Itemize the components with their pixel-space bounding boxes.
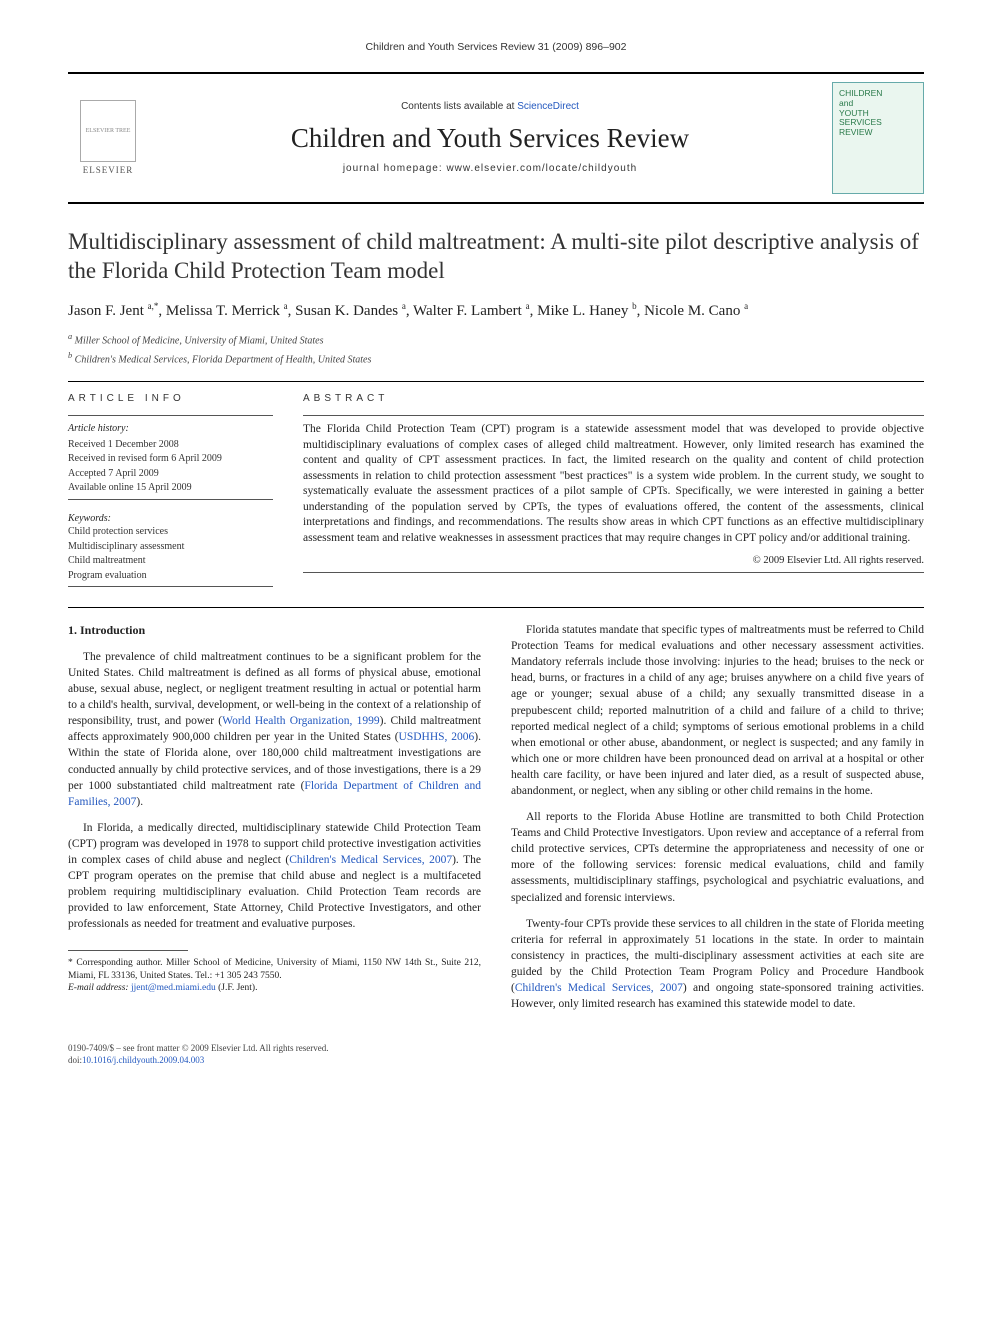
divider xyxy=(68,415,273,416)
affiliation-a: a Miller School of Medicine, University … xyxy=(68,331,924,348)
author: Jason F. Jent xyxy=(68,303,148,319)
history-label: Article history: xyxy=(68,422,273,436)
body-columns: 1. Introduction The prevalence of child … xyxy=(68,622,924,1022)
abstract-text: The Florida Child Protection Team (CPT) … xyxy=(303,422,924,546)
meta-row: ARTICLE INFO Article history: Received 1… xyxy=(68,392,924,594)
abstract-heading: ABSTRACT xyxy=(303,392,924,406)
divider xyxy=(68,607,924,608)
history-line: Received 1 December 2008 xyxy=(68,438,273,452)
divider xyxy=(68,499,273,500)
homepage-prefix: journal homepage: xyxy=(343,163,447,174)
doi-link[interactable]: 10.1016/j.childyouth.2009.04.003 xyxy=(82,1055,204,1065)
abstract-block: ABSTRACT The Florida Child Protection Te… xyxy=(303,392,924,594)
email-footnote: E-mail address: jjent@med.miami.edu (J.F… xyxy=(68,982,481,994)
banner-center: Contents lists available at ScienceDirec… xyxy=(158,100,822,175)
divider xyxy=(303,415,924,416)
corr-footnote: * Corresponding author. Miller School of… xyxy=(68,957,481,982)
author-list: Jason F. Jent a,*, Melissa T. Merrick a,… xyxy=(68,300,924,321)
author: Walter F. Lambert xyxy=(413,303,526,319)
sciencedirect-link[interactable]: ScienceDirect xyxy=(517,101,579,112)
history-line: Received in revised form 6 April 2009 xyxy=(68,452,273,466)
article-info-heading: ARTICLE INFO xyxy=(68,392,273,406)
paragraph: The prevalence of child maltreatment con… xyxy=(68,649,481,810)
publisher-name: ELSEVIER xyxy=(83,164,134,176)
issn-line: 0190-7409/$ – see front matter © 2009 El… xyxy=(68,1042,924,1054)
article-title: Multidisciplinary assessment of child ma… xyxy=(68,228,924,286)
left-column: 1. Introduction The prevalence of child … xyxy=(68,622,481,1022)
email-link[interactable]: jjent@med.miami.edu xyxy=(131,983,216,993)
doi-line: doi:10.1016/j.childyouth.2009.04.003 xyxy=(68,1054,924,1066)
citation-link[interactable]: World Health Organization, 1999 xyxy=(222,715,379,727)
paragraph: Florida statutes mandate that specific t… xyxy=(511,622,924,799)
author: Mike L. Haney xyxy=(537,303,632,319)
section-heading: 1. Introduction xyxy=(68,622,481,639)
right-column: Florida statutes mandate that specific t… xyxy=(511,622,924,1022)
publisher-block: ELSEVIER TREE ELSEVIER xyxy=(68,100,148,176)
footnote-divider xyxy=(68,950,188,951)
author: Melissa T. Merrick xyxy=(166,303,284,319)
paragraph: Twenty-four CPTs provide these services … xyxy=(511,916,924,1013)
divider xyxy=(68,381,924,382)
author: Nicole M. Cano xyxy=(644,303,744,319)
keywords-label: Keywords: xyxy=(68,512,273,526)
email-suffix: (J.F. Jent). xyxy=(218,983,257,993)
keyword: Program evaluation xyxy=(68,569,273,583)
divider xyxy=(68,586,273,587)
paragraph: In Florida, a medically directed, multid… xyxy=(68,820,481,933)
footer-block: 0190-7409/$ – see front matter © 2009 El… xyxy=(68,1042,924,1066)
homepage-line: journal homepage: www.elsevier.com/locat… xyxy=(158,162,822,176)
author: Susan K. Dandes xyxy=(295,303,402,319)
journal-title: Children and Youth Services Review xyxy=(158,120,822,156)
homepage-url[interactable]: www.elsevier.com/locate/childyouth xyxy=(446,163,637,174)
keyword: Multidisciplinary assessment xyxy=(68,540,273,554)
paragraph: All reports to the Florida Abuse Hotline… xyxy=(511,809,924,906)
affiliation-b: b Children's Medical Services, Florida D… xyxy=(68,350,924,367)
divider xyxy=(303,572,924,573)
contents-line: Contents lists available at ScienceDirec… xyxy=(158,100,822,114)
keyword: Child protection services xyxy=(68,525,273,539)
history-line: Available online 15 April 2009 xyxy=(68,481,273,495)
keyword: Child maltreatment xyxy=(68,554,273,568)
citation-link[interactable]: Children's Medical Services, 2007 xyxy=(289,854,452,866)
journal-cover-thumb: CHILDREN and YOUTH SERVICES REVIEW xyxy=(832,82,924,194)
email-label: E-mail address: xyxy=(68,983,129,993)
affil-sup: a xyxy=(744,301,748,311)
abstract-copyright: © 2009 Elsevier Ltd. All rights reserved… xyxy=(303,554,924,568)
citation-link[interactable]: USDHHS, 2006 xyxy=(399,731,475,743)
history-line: Accepted 7 April 2009 xyxy=(68,467,273,481)
journal-banner: ELSEVIER TREE ELSEVIER Contents lists av… xyxy=(68,72,924,204)
cover-text: CHILDREN and YOUTH SERVICES REVIEW xyxy=(839,89,882,138)
citation-link[interactable]: Florida Department of Children and Famil… xyxy=(68,780,481,808)
running-head: Children and Youth Services Review 31 (2… xyxy=(68,40,924,54)
citation-link[interactable]: Children's Medical Services, 2007 xyxy=(515,982,683,994)
contents-prefix: Contents lists available at xyxy=(401,101,517,112)
article-info-block: ARTICLE INFO Article history: Received 1… xyxy=(68,392,273,594)
elsevier-tree-icon: ELSEVIER TREE xyxy=(80,100,136,162)
